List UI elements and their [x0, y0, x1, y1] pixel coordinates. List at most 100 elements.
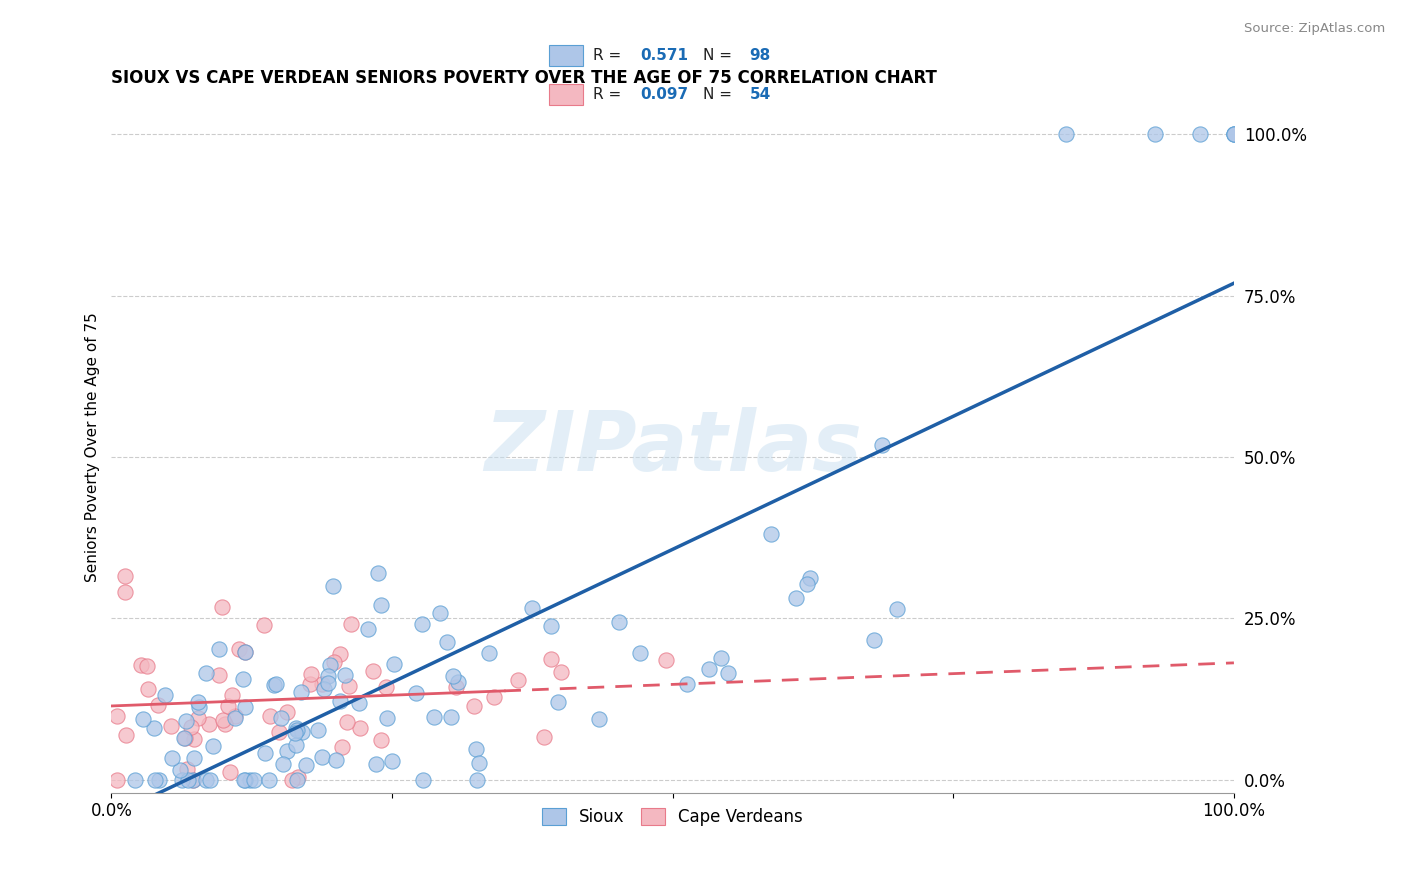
Point: [863, 633, 886, 648]
Point: [211, 713, 233, 727]
Point: [307, 723, 329, 737]
Point: [336, 715, 359, 730]
Point: [295, 758, 318, 772]
Point: [370, 732, 392, 747]
Point: [221, 688, 243, 702]
FancyBboxPatch shape: [550, 45, 583, 66]
Point: [183, 772, 205, 787]
Point: [194, 772, 217, 787]
Point: [785, 591, 807, 605]
Text: 98: 98: [749, 48, 770, 63]
Point: [799, 571, 821, 585]
Point: [447, 674, 470, 689]
Point: [114, 569, 136, 583]
Point: [187, 695, 209, 709]
Point: [142, 721, 165, 735]
Point: [233, 645, 256, 659]
Point: [655, 653, 678, 667]
Point: [183, 731, 205, 746]
Point: [243, 772, 266, 787]
Point: [217, 698, 239, 713]
Point: [375, 711, 398, 725]
Text: SIOUX VS CAPE VERDEAN SENIORS POVERTY OVER THE AGE OF 75 CORRELATION CHART: SIOUX VS CAPE VERDEAN SENIORS POVERTY OV…: [111, 69, 938, 87]
Point: [319, 658, 342, 673]
Point: [115, 727, 138, 741]
Point: [870, 438, 893, 452]
Text: N =: N =: [703, 87, 737, 103]
Point: [607, 615, 630, 629]
Point: [105, 772, 128, 787]
Text: N =: N =: [703, 48, 737, 63]
Point: [264, 677, 287, 691]
Point: [482, 690, 505, 704]
Point: [325, 753, 347, 767]
Point: [366, 757, 388, 772]
Point: [284, 726, 307, 740]
Point: [1054, 127, 1077, 141]
Point: [287, 770, 309, 784]
Point: [550, 665, 572, 679]
Point: [316, 676, 339, 690]
Point: [463, 699, 485, 714]
Point: [187, 711, 209, 725]
Point: [299, 667, 322, 681]
Point: [187, 700, 209, 714]
Point: [478, 647, 501, 661]
Point: [340, 617, 363, 632]
Point: [176, 762, 198, 776]
Point: [547, 695, 569, 709]
Point: [194, 665, 217, 680]
Point: [208, 667, 231, 681]
Text: ZIPatlas: ZIPatlas: [484, 407, 862, 488]
Point: [540, 651, 562, 665]
Point: [201, 739, 224, 753]
Point: [177, 772, 200, 787]
Point: [323, 655, 346, 669]
Point: [270, 711, 292, 725]
Point: [284, 721, 307, 735]
Point: [796, 577, 818, 591]
Point: [129, 658, 152, 673]
Text: R =: R =: [593, 87, 627, 103]
Point: [160, 751, 183, 765]
Point: [146, 698, 169, 712]
Point: [232, 672, 254, 686]
Point: [363, 664, 385, 678]
Point: [114, 585, 136, 599]
Point: [224, 709, 246, 723]
Point: [180, 720, 202, 734]
Point: [284, 738, 307, 752]
Point: [174, 714, 197, 728]
Point: [233, 772, 256, 787]
Point: [710, 651, 733, 665]
Point: [233, 772, 256, 787]
Point: [356, 622, 378, 636]
Point: [381, 754, 404, 768]
Text: Source: ZipAtlas.com: Source: ZipAtlas.com: [1244, 22, 1385, 36]
Point: [198, 772, 221, 787]
Point: [412, 772, 434, 787]
Point: [1223, 127, 1246, 141]
Point: [183, 751, 205, 765]
Point: [218, 764, 240, 779]
Point: [440, 709, 463, 723]
Point: [239, 772, 262, 787]
Point: [465, 772, 488, 787]
Point: [311, 750, 333, 764]
Point: [506, 673, 529, 687]
Point: [1223, 127, 1246, 141]
Point: [233, 700, 256, 714]
Point: [169, 764, 191, 778]
Point: [676, 677, 699, 691]
Point: [464, 741, 486, 756]
Text: 0.097: 0.097: [640, 87, 689, 103]
Legend: Sioux, Cape Verdeans: Sioux, Cape Verdeans: [536, 801, 810, 832]
Point: [285, 772, 308, 787]
Point: [444, 680, 467, 694]
Point: [259, 772, 281, 787]
Point: [1144, 127, 1167, 141]
Point: [628, 646, 651, 660]
Point: [335, 668, 357, 682]
Point: [197, 716, 219, 731]
Point: [263, 678, 285, 692]
